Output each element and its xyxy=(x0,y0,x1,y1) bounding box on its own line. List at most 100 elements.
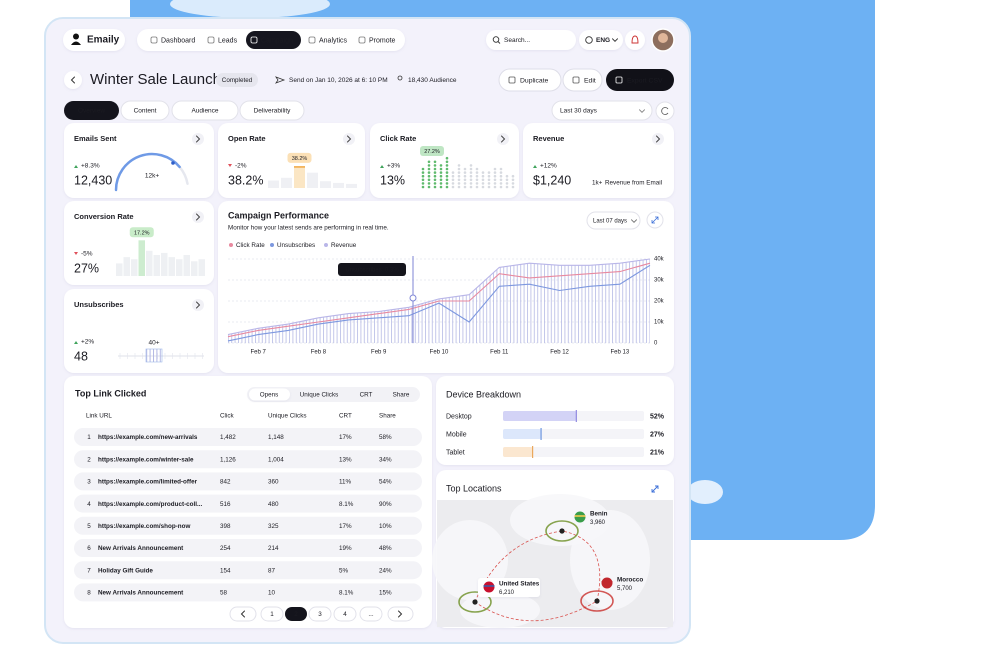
page-number[interactable]: 1 xyxy=(270,611,274,618)
link-url[interactable]: https://example.com/product-coll... xyxy=(98,501,203,508)
table-cell: 17% xyxy=(339,434,352,441)
table-cell: 398 xyxy=(220,523,231,530)
search-box[interactable] xyxy=(486,30,576,50)
click-rate-column xyxy=(511,174,515,189)
metric-open-button[interactable] xyxy=(343,133,355,145)
page-next[interactable] xyxy=(387,606,414,622)
link-url[interactable]: https://example.com/shop-now xyxy=(98,523,190,530)
page-number[interactable]: ... xyxy=(368,611,373,618)
metric-value: 12,430 xyxy=(74,173,112,187)
chevron-icon xyxy=(631,219,637,224)
tab-label[interactable]: Audience xyxy=(191,108,218,115)
device-value: 21% xyxy=(650,449,665,456)
link-url[interactable]: https://example.com/new-arrivals xyxy=(98,434,198,441)
click-rate-dot xyxy=(439,182,443,185)
link-url[interactable]: New Arrivals Announcement xyxy=(98,545,184,552)
metric-value: $1,240 xyxy=(533,173,571,187)
click-rate-dot xyxy=(469,167,473,171)
link-url[interactable]: https://example.com/limited-offer xyxy=(98,479,198,486)
click-rate-dot xyxy=(433,174,437,178)
click-rate-dot xyxy=(469,171,473,174)
click-rate-dot xyxy=(463,167,467,171)
click-rate-dot xyxy=(421,167,425,171)
table-cell: 5% xyxy=(339,567,349,574)
tab-label[interactable]: Overview xyxy=(78,108,105,115)
click-rate-column xyxy=(439,164,443,189)
table-cell: 15% xyxy=(379,590,392,597)
click-rate-dot xyxy=(505,178,509,182)
table-cell: 214 xyxy=(268,545,279,552)
click-rate-dot xyxy=(487,171,491,174)
click-rate-column xyxy=(505,174,509,189)
action-button[interactable] xyxy=(498,68,562,92)
nav-item[interactable]: Analytics xyxy=(319,37,348,44)
language-select[interactable] xyxy=(579,30,623,50)
tab[interactable] xyxy=(64,101,119,120)
send-icon xyxy=(274,76,286,84)
filter-option[interactable]: Opens xyxy=(260,391,279,398)
location-pin xyxy=(472,599,478,605)
y-tick-label: 20k xyxy=(654,299,665,305)
filter-option[interactable]: Unique Clicks xyxy=(300,391,339,398)
action-button[interactable] xyxy=(606,69,674,91)
page-button[interactable] xyxy=(333,606,357,622)
chevron-icon xyxy=(196,135,201,143)
tab[interactable] xyxy=(171,100,239,121)
tab[interactable] xyxy=(239,100,305,121)
link-url[interactable]: New Arrivals Announcement xyxy=(98,590,184,597)
nav-item[interactable]: Leads xyxy=(218,37,238,44)
click-rate-column xyxy=(421,167,425,189)
table-cell: 17% xyxy=(339,523,352,530)
nav-active-pill[interactable] xyxy=(246,31,301,49)
page-button[interactable] xyxy=(260,606,284,622)
metric-open-button[interactable] xyxy=(192,299,204,311)
tab[interactable] xyxy=(120,100,170,121)
filter-option[interactable]: Share xyxy=(393,391,410,398)
link-url[interactable]: Holiday Gift Guide xyxy=(98,567,153,574)
nav-item[interactable]: Promote xyxy=(369,37,396,44)
click-rate-dot xyxy=(433,178,437,182)
page-button[interactable] xyxy=(359,606,383,622)
metric-open-button[interactable] xyxy=(192,211,204,223)
location-name: Benin xyxy=(590,511,608,518)
link-url[interactable]: https://example.com/winter-sale xyxy=(98,456,194,463)
action-button[interactable] xyxy=(562,68,603,92)
tab-label[interactable]: Content xyxy=(134,108,157,115)
action-label[interactable]: Export CSV xyxy=(627,77,663,84)
page-prev[interactable] xyxy=(229,606,257,622)
notification-button[interactable] xyxy=(625,30,645,50)
filter-option[interactable]: CRT xyxy=(360,391,373,398)
chart-range: Last 07 days xyxy=(593,219,627,225)
page-button[interactable] xyxy=(308,606,332,622)
click-rate-dot xyxy=(445,171,449,174)
chart-range-select[interactable] xyxy=(586,211,641,230)
conversion-bar xyxy=(153,255,160,276)
page-number[interactable]: 2 xyxy=(294,611,298,618)
search-placeholder[interactable]: Search... xyxy=(504,37,530,44)
x-tick-label: Feb 10 xyxy=(430,350,449,356)
metric-open-button[interactable] xyxy=(497,133,509,145)
open-rate-bar xyxy=(294,166,305,188)
hover-point xyxy=(409,294,417,302)
tab-label[interactable]: Deliverability xyxy=(254,108,292,115)
table-cell: 360 xyxy=(268,479,279,486)
click-rate-dot xyxy=(469,164,473,167)
nav-item[interactable]: Dashboard xyxy=(161,37,195,44)
back-button[interactable] xyxy=(64,71,82,89)
page-number[interactable]: 3 xyxy=(318,611,322,618)
click-rate-dot xyxy=(511,178,515,182)
refresh-button[interactable] xyxy=(655,101,675,121)
action-label[interactable]: Edit xyxy=(584,77,596,84)
location-name: Morocco xyxy=(617,577,643,584)
action-label[interactable]: Duplicate xyxy=(520,77,549,84)
brand-icon xyxy=(71,41,81,45)
metric-open-button[interactable] xyxy=(652,133,664,145)
click-rate-dot xyxy=(499,178,503,182)
filter-active[interactable] xyxy=(249,388,290,401)
click-rate-dot xyxy=(487,174,491,178)
page-number[interactable]: 4 xyxy=(343,611,347,618)
page-button[interactable] xyxy=(285,607,307,621)
metric-open-button[interactable] xyxy=(192,133,204,145)
nav-item[interactable]: Campaign xyxy=(261,37,293,44)
range-select[interactable] xyxy=(551,100,653,121)
